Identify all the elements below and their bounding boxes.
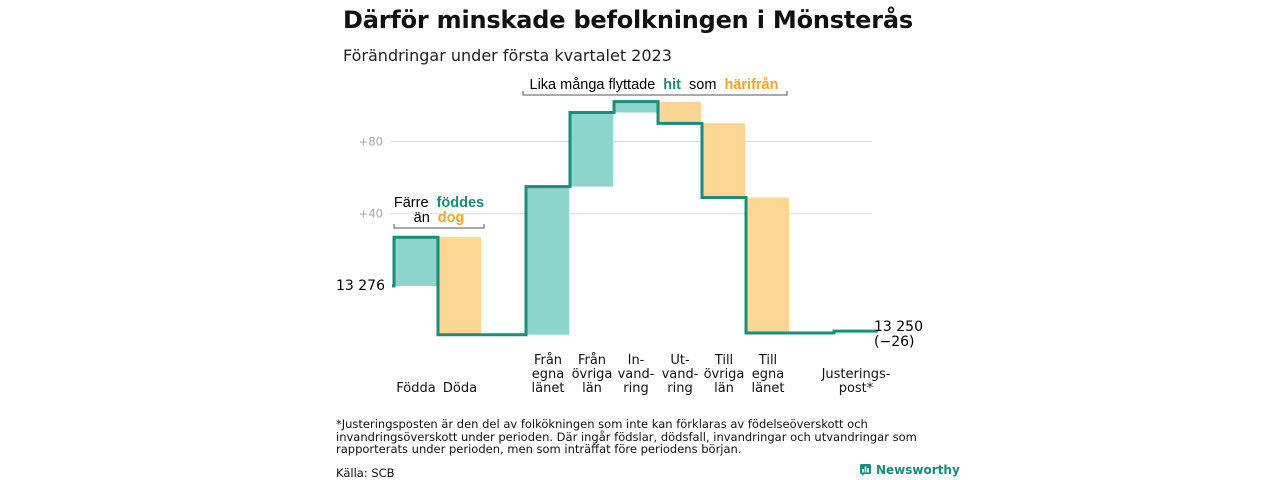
category-label: övriga: [572, 367, 613, 382]
category-label: Från: [578, 353, 606, 368]
bar-5: [615, 101, 657, 113]
source-label: Källa: SCB: [336, 466, 395, 480]
svg-text:Lika många flyttade hit: Lika många flyttade hit som härifrån: [530, 77, 779, 93]
svg-text:Färre föddes: Färre föddes: [394, 195, 484, 211]
bar-6: [659, 101, 701, 124]
category-label: Justerings-: [821, 367, 891, 382]
annotation-migration-word2: härifrån: [724, 77, 778, 93]
category-label: län: [582, 381, 602, 396]
category-label: län: [714, 381, 734, 396]
label-layer: Födda DödaFrånegnalänetFrånövrigalänIn-va…: [396, 353, 890, 396]
annotation-deaths-pre: än: [414, 210, 430, 226]
annotation-migration: Lika många flyttade hit som härifrån: [522, 77, 788, 96]
category-label: Ut-: [670, 353, 690, 368]
step-line: [392, 100, 878, 337]
category-label: ring: [623, 381, 648, 396]
end-change-label: (−26): [874, 334, 914, 350]
annotation-deaths-word: dog: [438, 210, 465, 226]
category-label: vand-: [662, 367, 699, 382]
bar-chart-icon: [860, 464, 871, 476]
category-label: Till: [758, 353, 777, 368]
annotation-migration-pre: Lika många flyttade: [530, 77, 656, 93]
bar-1: [439, 237, 481, 335]
bar-3: [527, 186, 569, 335]
category-label: egna: [752, 367, 784, 382]
brand-name: Newsworthy: [876, 463, 960, 477]
annotation-migration-word1: hit: [663, 77, 681, 93]
grid-layer: +40 +80: [359, 134, 872, 221]
bar-0: [395, 237, 437, 286]
brand-logo: Newsworthy: [860, 463, 960, 477]
category-label: länet: [752, 381, 785, 396]
category-label: post*: [839, 381, 874, 396]
category-label: Till: [714, 353, 733, 368]
svg-text:än dog: än dog: [414, 210, 465, 226]
bar-layer: [395, 101, 789, 335]
category-label: vand-: [618, 367, 655, 382]
line-layer: [392, 100, 878, 337]
category-label: ring: [667, 381, 692, 396]
chart-subtitle: Förändringar under första kvartalet 2023: [343, 46, 672, 65]
category-label: Födda: [396, 381, 435, 396]
annotation-bracket-migration: [522, 91, 788, 96]
footnote: *Justeringsposten är den del av folkökni…: [336, 417, 917, 456]
bar-8: [747, 197, 789, 333]
category-label: Döda: [443, 381, 477, 396]
category-label: egna: [532, 367, 564, 382]
annotation-migration-mid: som: [689, 77, 716, 93]
end-value-label: 13 250: [874, 319, 923, 335]
y-tick-label: +80: [359, 134, 383, 148]
category-label: Från: [534, 353, 562, 368]
annotation-births-deaths: Färre föddes än dog: [393, 195, 485, 229]
category-label: övriga: [704, 367, 745, 382]
annotation-bracket-births: [393, 224, 485, 229]
annotation-births-line1: Färre: [394, 195, 429, 211]
y-tick-label: +40: [359, 207, 383, 221]
category-label: In-: [628, 353, 645, 368]
chart-title: Därför minskade befolkningen i Mönsterås: [343, 6, 913, 34]
start-value-label: 13 276: [336, 278, 385, 294]
bar-7: [703, 123, 745, 198]
bar-4: [571, 112, 613, 187]
annotation-births-word: föddes: [437, 195, 485, 211]
category-label: länet: [532, 381, 565, 396]
